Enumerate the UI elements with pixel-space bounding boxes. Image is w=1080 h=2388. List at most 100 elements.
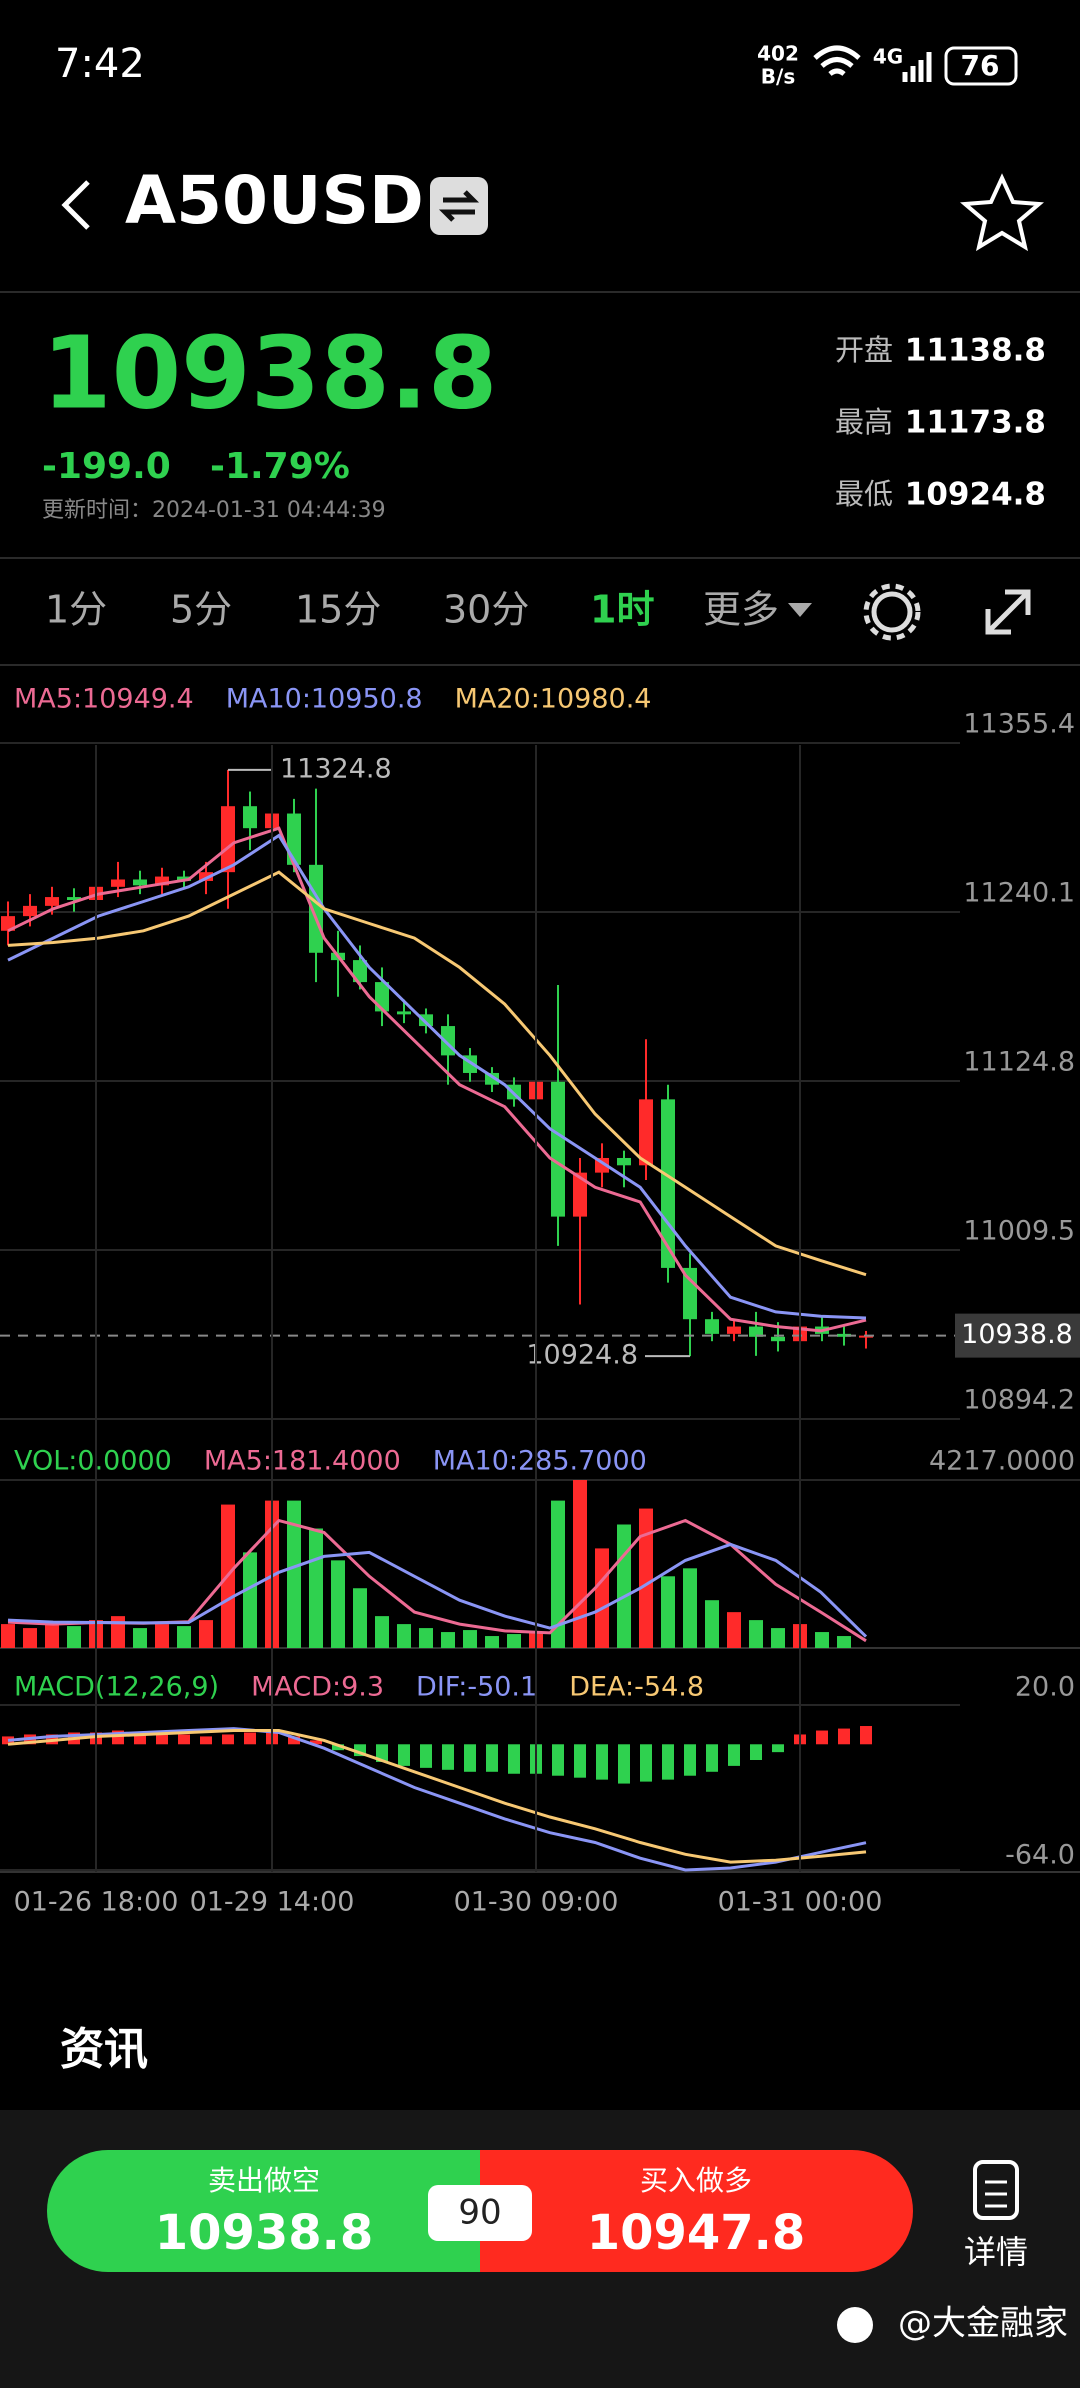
volume-bar [177,1626,191,1648]
candle-body [749,1326,763,1337]
legend-text: MACD:9.3 [251,1672,384,1703]
price-change: -199.0 [42,446,171,487]
macd-bar [728,1744,740,1766]
legend-text: MA5:10949.4 [14,684,194,715]
macd-bar [596,1744,608,1780]
spread: 90 [458,2193,501,2233]
macd-bar [288,1736,300,1745]
volume-bar [155,1624,169,1648]
settings-icon[interactable] [871,591,913,633]
volume-bar [331,1560,345,1648]
volume-bar [551,1500,565,1648]
buy-price: 10947.8 [587,2205,806,2261]
net-speed-unit: B/s [761,65,795,89]
timeframe-tab[interactable]: 5分 [170,588,232,632]
indicator-line [7,826,867,1333]
volume-bar [441,1632,455,1648]
timeframe-tab[interactable]: 1分 [45,588,107,632]
volume-bar [23,1628,37,1648]
macd-bar [178,1734,190,1745]
annotation-label: 10924.8 [526,1340,638,1371]
watermark-logo [837,2307,873,2343]
settings-teeth [863,583,921,641]
legend-text: MA10:10950.8 [226,684,423,715]
x-tick-label: 01-29 14:00 [190,1887,355,1918]
macd-bar [772,1744,784,1753]
stat-value: 11173.8 [905,405,1046,441]
candle-body [639,1099,653,1166]
volume-bar [463,1630,477,1648]
details-icon[interactable] [973,2160,1019,2220]
timeframe-tab[interactable]: 30分 [443,588,529,632]
macd-bar [816,1730,828,1745]
candle-body [133,879,147,886]
macd-bar [442,1744,454,1770]
y-tick-label: 11009.5 [963,1216,1075,1247]
indicator-line [7,1727,867,1872]
candle-body [221,806,235,873]
timeframe-tab[interactable]: 15分 [295,588,381,632]
macd-bar [838,1728,850,1745]
y-tick-label: 11240.1 [963,878,1075,909]
buy-label: 买入做多 [640,2164,752,2197]
volume-bar [309,1528,323,1648]
stat-label: 开盘 [835,333,893,367]
volume-bar [639,1508,653,1648]
candle-body [837,1333,851,1337]
y-tick-label: 10894.2 [963,1385,1075,1416]
volume-bar [727,1612,741,1648]
legend-text: MACD(12,26,9) [14,1672,219,1703]
price-change-pct: -1.79% [210,446,350,487]
macd-bar [332,1744,344,1751]
macd-bar [222,1734,234,1745]
candle-body [155,876,169,886]
stat-label: 最高 [835,405,893,439]
sell-button[interactable] [47,2150,480,2272]
macd-bar [464,1744,476,1772]
candle-body [419,1014,433,1027]
indicator-line [7,1729,867,1864]
macd-bar [640,1744,652,1782]
volume-bar [617,1524,631,1648]
battery-level: 76 [961,49,1000,82]
volume-bar [573,1480,587,1648]
legend-text: MA20:10980.4 [455,684,652,715]
volume-bar [353,1588,367,1648]
volume-bar [595,1548,609,1648]
x-tick-label: 01-30 09:00 [454,1887,619,1918]
macd-bar [662,1744,674,1780]
volume-bar [683,1568,697,1648]
indicator-line [7,1542,868,1638]
volume-bar [771,1628,785,1648]
more-triangle [788,603,812,617]
legend-text: MA10:285.7000 [433,1446,647,1477]
candle-body [661,1099,675,1268]
macd-bar [376,1744,388,1762]
switch-icon[interactable] [430,177,488,235]
symbol-title: A50USD [125,162,424,239]
candle-body [45,897,59,906]
macd-bar [552,1744,564,1776]
favorite-star[interactable] [960,173,1044,252]
back-button[interactable] [61,180,90,230]
macd-bar [750,1744,762,1760]
details-lines [985,2180,1007,2208]
last-price-box [955,1313,1080,1358]
switch-arrows [438,190,480,222]
last-price: 10938.8 [42,314,497,431]
fullscreen-icon[interactable] [985,589,1031,635]
buy-button[interactable] [480,2150,913,2272]
x-tick-label: 01-31 00:00 [718,1887,883,1918]
volume-bar [397,1624,411,1648]
last-price-label: 10938.8 [961,1319,1073,1350]
legend-text: VOL:0.0000 [14,1446,172,1477]
details-label: 详情 [964,2233,1028,2271]
candle-body [573,1172,587,1217]
volume-bar [507,1634,521,1648]
timeframe-tab[interactable]: 1时 [590,588,654,632]
timeframe-tab[interactable]: 更多 [703,588,779,632]
news-title: 资讯 [60,2024,148,2075]
y-tick-label: 11124.8 [963,1047,1075,1078]
